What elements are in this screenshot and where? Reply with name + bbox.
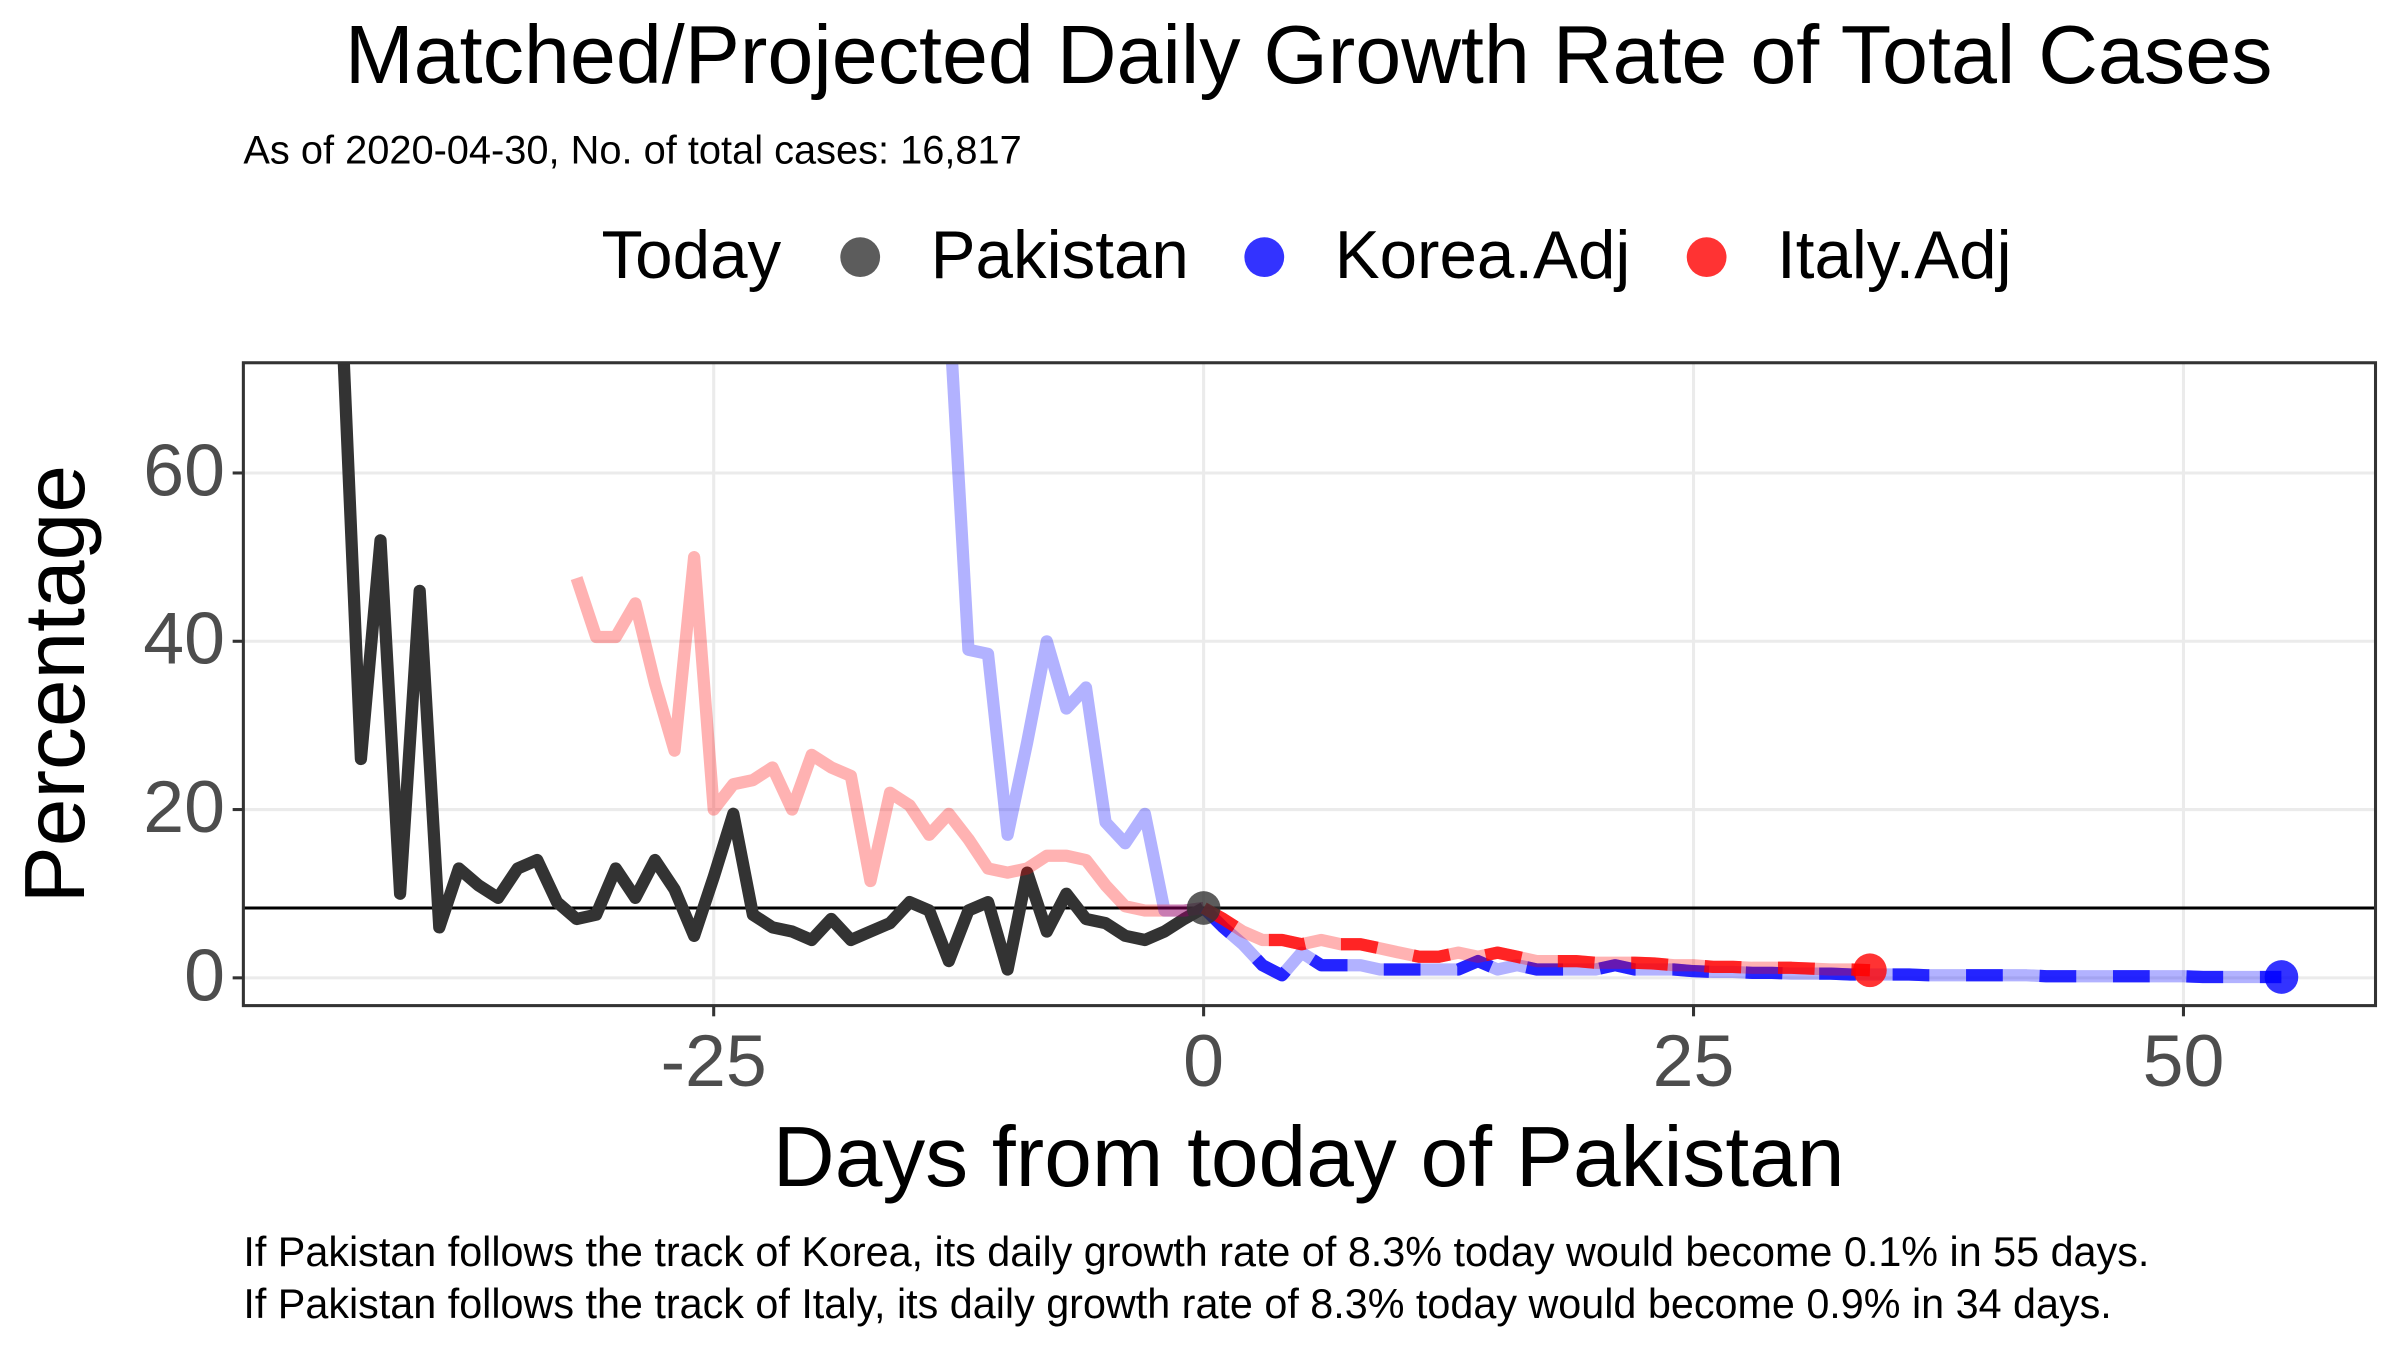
y-tick-label: 0 bbox=[184, 933, 225, 1016]
series-line bbox=[945, 362, 1205, 917]
legend-marker bbox=[1244, 237, 1285, 278]
plot-border bbox=[241, 361, 2378, 1008]
series-line bbox=[1200, 902, 1871, 977]
y-tick-label: 40 bbox=[143, 597, 225, 680]
legend-label: Korea.Adj bbox=[1335, 218, 1631, 293]
legend-marker bbox=[1686, 237, 1727, 278]
legend-label: Pakistan bbox=[931, 218, 1189, 293]
x-tick-label: -25 bbox=[661, 1019, 767, 1102]
y-axis-title: Percentage bbox=[7, 465, 103, 903]
x-tick-label: 25 bbox=[1653, 1019, 1735, 1102]
end-marker bbox=[1853, 953, 1887, 988]
series-line bbox=[337, 362, 1207, 976]
chart-title: Matched/Projected Daily Growth Rate of T… bbox=[345, 8, 2273, 101]
legend-marker bbox=[840, 237, 881, 278]
caption: If Pakistan follows the track of Korea, … bbox=[243, 1229, 2149, 1275]
y-tick-label: 20 bbox=[143, 765, 225, 848]
y-tick-label: 60 bbox=[143, 428, 225, 511]
caption: If Pakistan follows the track of Italy, … bbox=[243, 1281, 2111, 1327]
x-axis-title: Days from today of Pakistan bbox=[773, 1109, 1845, 1205]
legend-label: Italy.Adj bbox=[1777, 218, 2012, 293]
series-line bbox=[570, 551, 1205, 917]
x-tick-label: 50 bbox=[2143, 1019, 2225, 1102]
series-line bbox=[1199, 903, 2282, 984]
x-tick-label: 0 bbox=[1183, 1019, 1224, 1102]
end-marker bbox=[1186, 891, 1221, 925]
chart-subtitle: As of 2020-04-30, No. of total cases: 16… bbox=[243, 129, 1021, 173]
end-marker bbox=[2264, 960, 2299, 994]
legend-title: Today bbox=[602, 218, 782, 293]
lines bbox=[243, 362, 2376, 984]
